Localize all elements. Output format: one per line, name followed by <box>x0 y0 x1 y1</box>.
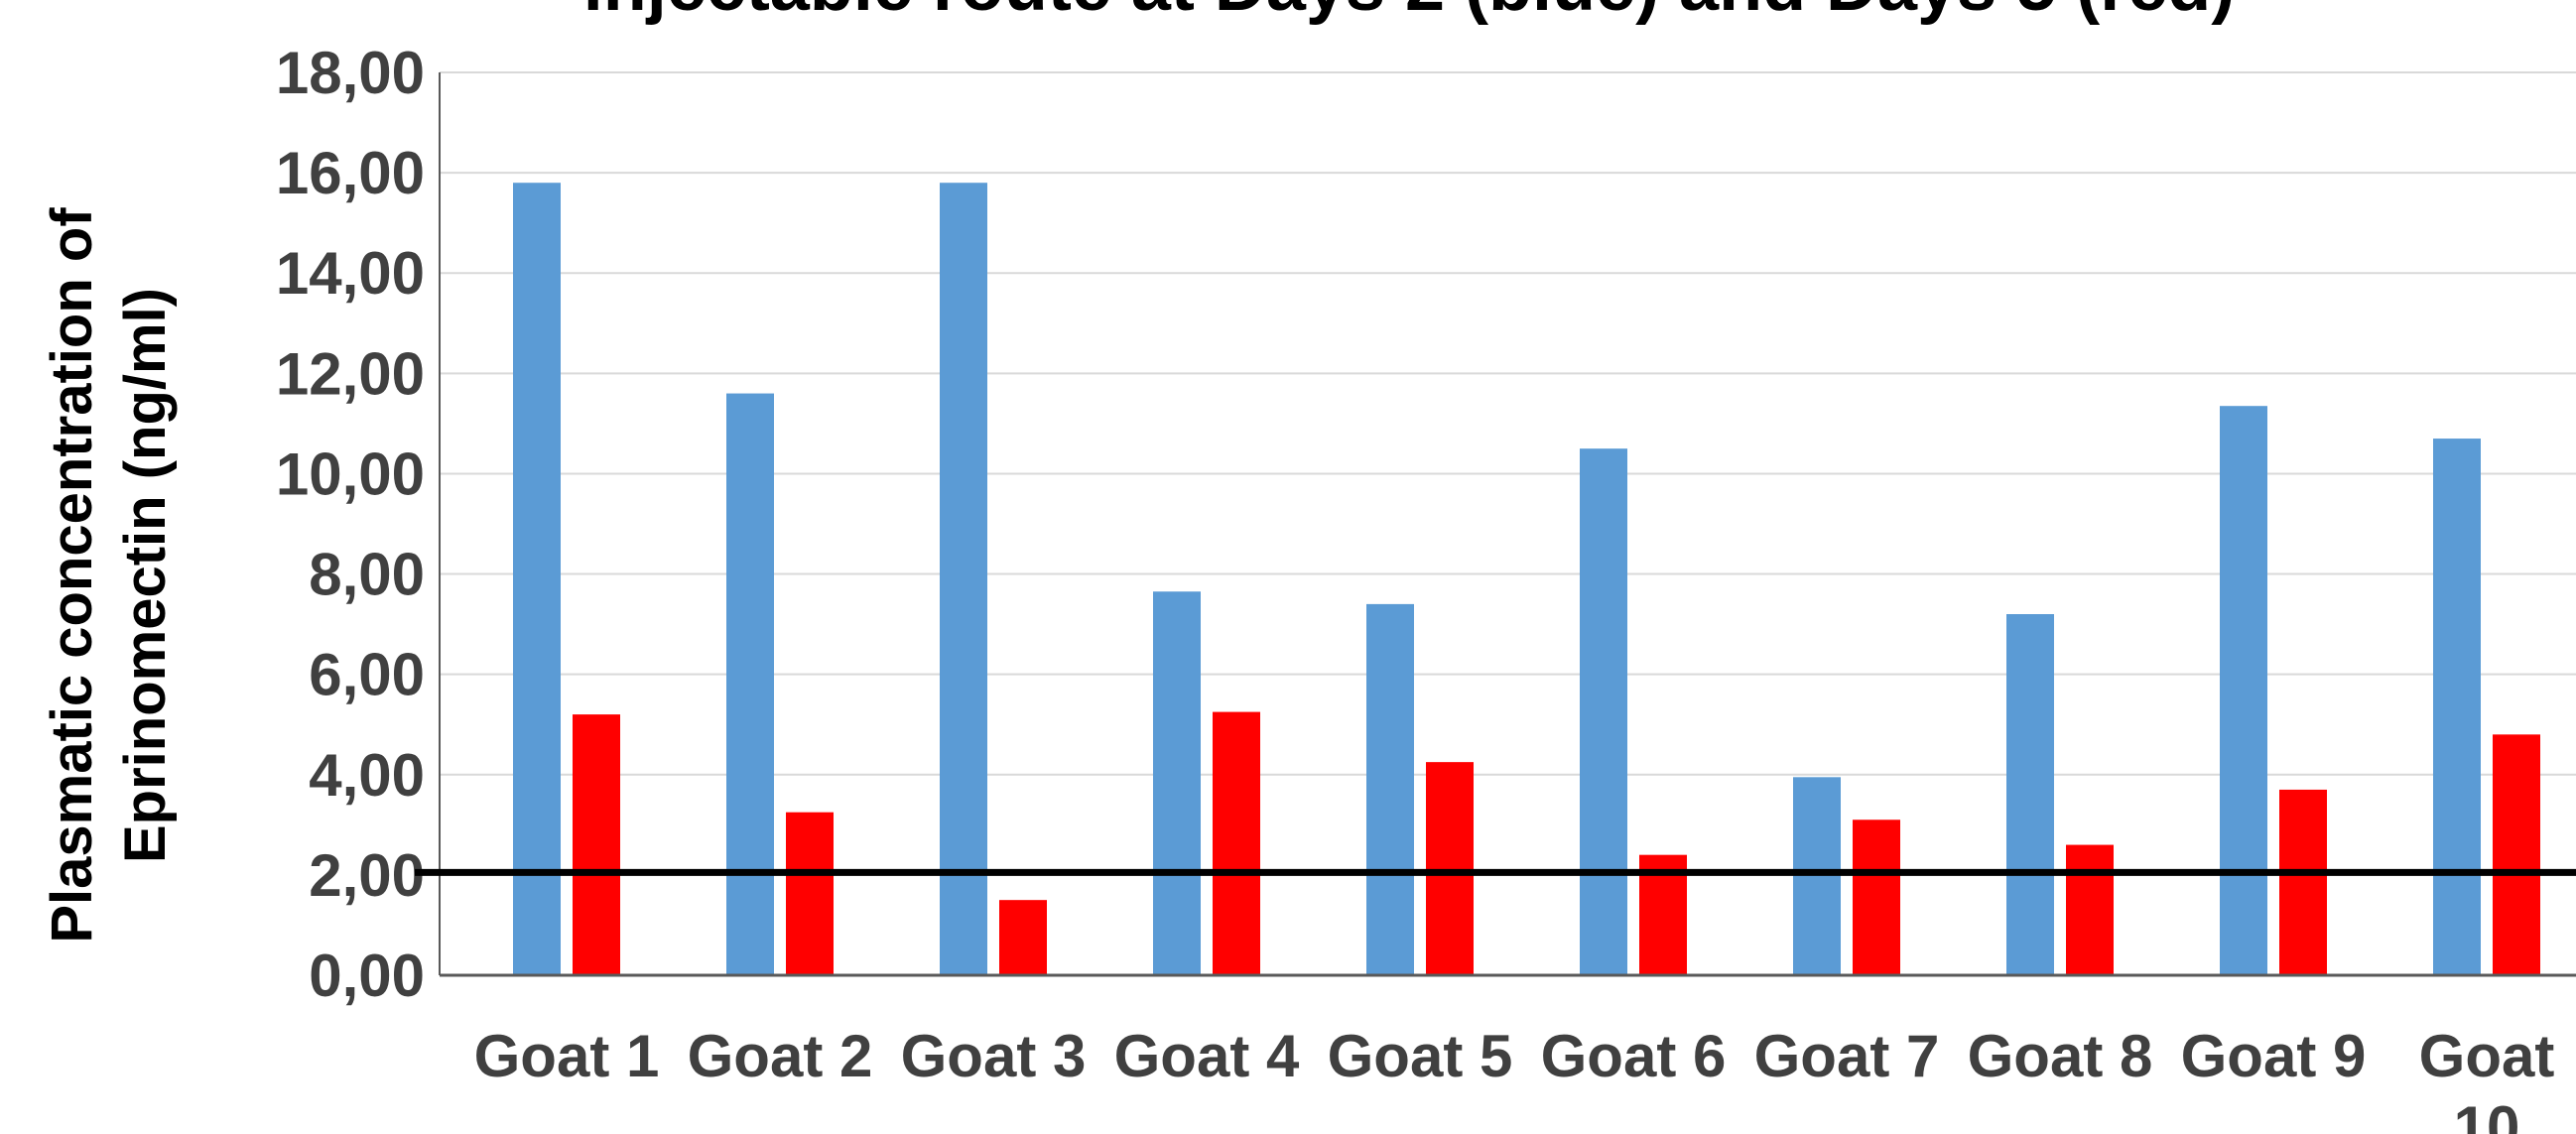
bar-day2-4 <box>1153 591 1201 975</box>
bar-day2-2 <box>726 393 774 975</box>
x-category-label: Goat 9 <box>2181 1023 2367 1089</box>
bar-day2-6 <box>1580 448 1627 976</box>
y-tick-labels: 0,00 2,00 4,00 6,00 8,00 10,00 12,00 14,00 16,00… <box>276 40 425 1009</box>
x-category-label: Goat 10 <box>2419 1023 2555 1134</box>
bar-day5-4 <box>1213 711 1260 975</box>
y-tick-label: 6,00 <box>309 642 425 708</box>
x-category-label: Goat 5 <box>1328 1023 1513 1089</box>
axes <box>439 72 2576 977</box>
x-category-label: Goat 1 <box>474 1023 660 1089</box>
y-tick-label: 10,00 <box>276 441 425 507</box>
bar-day2-5 <box>1366 603 1414 975</box>
y-tick-label: 2,00 <box>309 842 425 909</box>
bar-day2-9 <box>2220 406 2267 975</box>
bar-day5-7 <box>1853 819 1900 975</box>
chart-title: injectable route at Days 2 (blue) and Da… <box>583 0 2235 26</box>
x-category-label: Goat 6 <box>1541 1023 1727 1089</box>
y-tick-label: 12,00 <box>276 340 425 407</box>
bar-day2-1 <box>513 183 561 975</box>
bar-day5-2 <box>786 812 834 975</box>
x-category-label: Goat 7 <box>1754 1023 1940 1089</box>
y-tick-label: 16,00 <box>276 140 425 206</box>
y-tick-label: 4,00 <box>309 742 425 809</box>
bar-day5-10 <box>2493 734 2540 975</box>
x-category-label: Goat 4 <box>1114 1023 1300 1089</box>
y-axis-label-line-2: Eprinomectin (ng/ml) <box>113 288 178 863</box>
bar-day5-8 <box>2066 844 2114 975</box>
bar-day2-3 <box>940 183 987 975</box>
bar-day5-3 <box>999 900 1047 975</box>
gridlines <box>440 71 2576 876</box>
bar-day2-10 <box>2433 439 2481 975</box>
y-tick-label: 0,00 <box>309 943 425 1009</box>
bar-day5-5 <box>1426 762 1474 975</box>
bar-day5-1 <box>573 714 620 975</box>
bar-day5-9 <box>2279 789 2327 975</box>
bar-day2-7 <box>1793 777 1841 975</box>
x-category-label: Goat 3 <box>901 1023 1087 1089</box>
y-tick-label: 18,00 <box>276 40 425 106</box>
y-tick-label: 14,00 <box>276 240 425 307</box>
bars <box>513 183 2540 976</box>
x-category-labels: Goat 1 Goat 2 Goat 3 Goat 4 Goat 5 Goat 6 Goat… <box>474 1023 2555 1134</box>
x-category-label: Goat 2 <box>688 1023 873 1089</box>
y-axis-label-line-1: Plasmatic concentration of <box>40 207 104 944</box>
bar-day2-8 <box>2006 614 2054 975</box>
x-category-label: Goat 8 <box>1968 1023 2153 1089</box>
y-tick-label: 8,00 <box>309 542 425 608</box>
